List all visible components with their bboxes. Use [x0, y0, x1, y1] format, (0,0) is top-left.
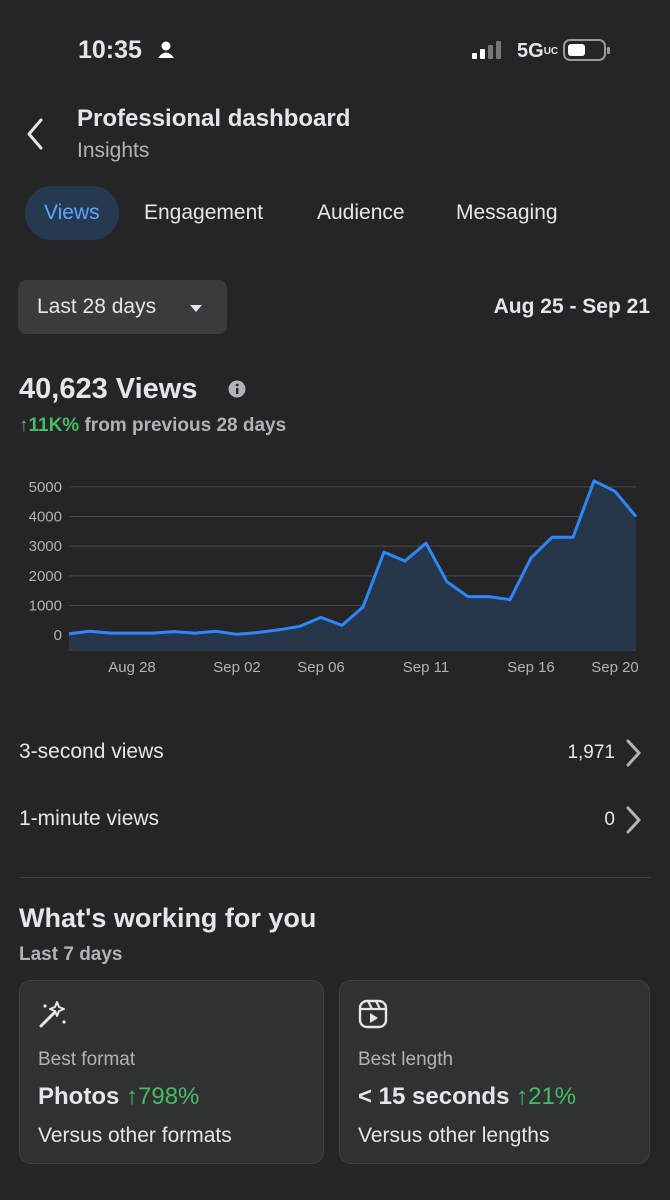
- change-text: from previous 28 days: [84, 415, 287, 436]
- card-value: < 15 seconds: [358, 1083, 510, 1110]
- tab[interactable]: Messaging: [456, 201, 558, 224]
- reels-icon: [358, 999, 388, 1029]
- insight-card[interactable]: Best length < 15 seconds ↑21% Versus oth…: [339, 980, 650, 1164]
- x-tick-label: Sep 20: [591, 659, 639, 676]
- y-tick-label: 0: [54, 627, 62, 644]
- card-label: Best format: [38, 1049, 136, 1070]
- section-subtitle: Last 7 days: [19, 944, 123, 965]
- metric-value: 1,971: [567, 742, 615, 763]
- date-filter[interactable]: Last 28 days: [18, 280, 227, 334]
- card-change: ↑798%: [126, 1083, 200, 1110]
- tab[interactable]: Views: [25, 186, 119, 240]
- info-icon[interactable]: [228, 380, 246, 398]
- section-title: What's working for you: [19, 903, 317, 933]
- tab[interactable]: Audience: [317, 201, 405, 224]
- y-tick-label: 4000: [29, 509, 62, 526]
- x-tick-label: Sep 11: [403, 659, 449, 676]
- tab[interactable]: Engagement: [144, 201, 264, 224]
- total-views: 40,623 Views: [19, 373, 198, 405]
- x-tick-label: Sep 02: [213, 659, 261, 676]
- insight-card[interactable]: Best format Photos ↑798% Versus other fo…: [19, 980, 324, 1164]
- header-subtitle: Insights: [77, 139, 150, 162]
- y-tick-label: 1000: [29, 598, 62, 615]
- chevron: [626, 739, 642, 767]
- card-change: ↑21%: [516, 1083, 577, 1110]
- card-value-line: Photos ↑798%: [38, 1083, 199, 1111]
- y-tick-label: 3000: [29, 538, 62, 555]
- battery-icon: [563, 39, 610, 61]
- metric-row[interactable]: 3-second views 1,971: [0, 720, 670, 784]
- filter-label: Last 28 days: [37, 295, 157, 318]
- chevron: [626, 806, 642, 834]
- x-tick-label: Sep 16: [507, 659, 555, 676]
- card-label: Best length: [358, 1049, 454, 1070]
- metric-label: 1-minute views: [19, 807, 160, 830]
- line: [68, 479, 638, 636]
- header-title: Professional dashboard: [77, 105, 351, 132]
- network: 5G: [517, 40, 544, 62]
- y-tick-label: 2000: [29, 568, 62, 585]
- signal-icon: [472, 41, 501, 59]
- wand-icon: [39, 1001, 66, 1028]
- card-value: Photos: [38, 1083, 120, 1110]
- metric-row[interactable]: 1-minute views 0: [0, 787, 670, 851]
- metric-value: 0: [604, 809, 615, 830]
- y-tick-label: 5000: [29, 479, 62, 496]
- card-note: Versus other formats: [38, 1124, 232, 1147]
- chart: 0 1000 2000 3000 4000 5000 Aug 28 Sep 02 Sep 06 S…: [29, 479, 639, 676]
- person-icon: [158, 41, 174, 58]
- metric-label: 3-second views: [19, 740, 164, 763]
- area: [69, 480, 636, 650]
- card-note: Versus other lengths: [358, 1124, 550, 1147]
- x-tick-label: Aug 28: [108, 659, 156, 676]
- status-time: 10:35: [78, 36, 142, 64]
- network-sub: UC: [543, 46, 559, 58]
- network-label: 5GUC: [517, 40, 559, 63]
- card-value-line: < 15 seconds ↑21%: [358, 1083, 576, 1111]
- change-line: ↑11K% from previous 28 days: [19, 415, 286, 437]
- back-button[interactable]: [22, 116, 48, 152]
- x-tick-label: Sep 06: [297, 659, 345, 676]
- date-range: Aug 25 - Sep 21: [493, 295, 650, 318]
- dropdown-icon: [190, 305, 202, 312]
- change: ↑11K%: [19, 415, 80, 436]
- divider: [19, 877, 651, 878]
